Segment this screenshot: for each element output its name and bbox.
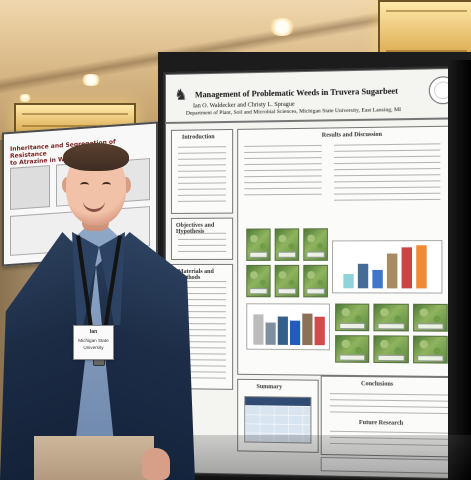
chart-bar	[372, 270, 382, 288]
treatment-photos-left	[246, 228, 328, 297]
chart-bar	[343, 274, 353, 288]
eye-right	[102, 182, 111, 188]
weed-photo	[335, 304, 369, 332]
results-title: Results and Discussion	[322, 132, 382, 139]
weed-photo	[303, 228, 328, 261]
chart-bar	[387, 254, 397, 289]
ceiling-light	[18, 94, 32, 102]
chart-bar	[315, 317, 325, 346]
pants	[34, 436, 154, 480]
name-badge: Ian Michigan State University	[73, 325, 114, 360]
eye-left	[80, 182, 89, 188]
presenter	[0, 140, 195, 480]
chart-bar	[402, 247, 412, 288]
chart-bar	[278, 317, 288, 345]
weed-photo	[374, 335, 409, 363]
conclusions-title: Conclusions	[361, 381, 393, 388]
text-block	[244, 145, 322, 198]
weed-control-chart	[332, 240, 442, 294]
ceiling-light	[80, 74, 102, 86]
hair	[63, 143, 129, 171]
weed-photo	[374, 304, 409, 332]
chart-bar	[253, 314, 263, 344]
weed-photo	[275, 265, 299, 297]
weed-photo	[335, 335, 369, 363]
poster-header: ♞ Management of Problematic Weeds in Tru…	[165, 68, 468, 124]
chart-bar	[302, 314, 312, 346]
weed-photo	[303, 265, 328, 298]
chart-bar	[358, 264, 368, 289]
chart-bar	[266, 323, 276, 345]
future-research-title: Future Research	[359, 420, 403, 427]
weed-photo	[246, 265, 270, 297]
weed-photo	[275, 228, 299, 260]
text-block	[330, 393, 449, 417]
ceiling-light	[268, 18, 296, 36]
text-block	[334, 143, 440, 203]
results-panel: Results and Discussion	[237, 126, 458, 378]
second-weed-control-chart	[246, 303, 330, 350]
board-edge	[448, 60, 471, 480]
treatment-photos-right	[335, 304, 448, 364]
hand	[142, 448, 170, 480]
main-poster: ♞ Management of Problematic Weeds in Tru…	[163, 65, 470, 480]
weed-photo	[413, 336, 448, 364]
badge-affiliation-line-2: University	[77, 345, 110, 350]
university-logo-icon: ♞	[172, 85, 190, 103]
chart-bar	[416, 245, 426, 288]
badge-name: Ian	[77, 329, 110, 335]
weed-photo	[246, 228, 270, 260]
table-shadow	[174, 435, 471, 480]
badge-affiliation-line-1: Michigan State	[77, 338, 110, 343]
summary-title: Summary	[256, 384, 282, 390]
weed-photo	[413, 304, 448, 332]
chart-bar	[290, 321, 300, 345]
poster-title: Management of Problematic Weeds in Truve…	[195, 86, 427, 99]
